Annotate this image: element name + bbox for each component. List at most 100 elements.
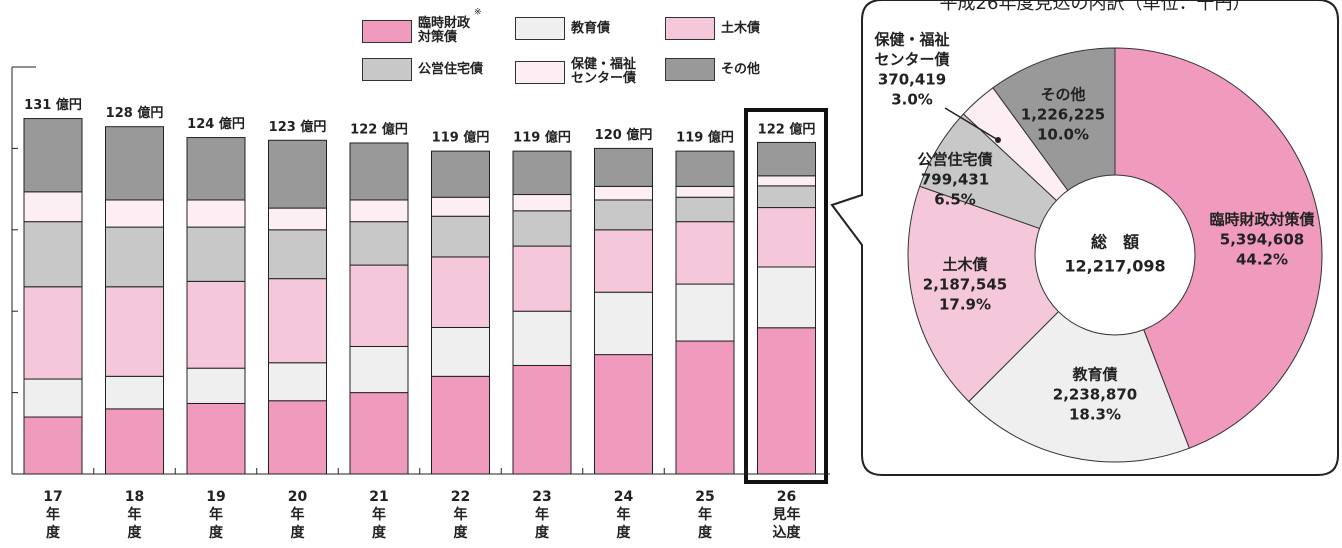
legend-label: その他 <box>721 61 761 77</box>
x-tick-label: 度 <box>535 524 550 541</box>
bar-segment <box>349 392 409 475</box>
bar-segment <box>431 326 490 377</box>
pie-percent: 44.2% <box>1236 251 1288 269</box>
bar-segment <box>757 266 816 329</box>
bar-segment <box>186 199 246 228</box>
x-tick-label: 度 <box>372 524 387 541</box>
bar-segment <box>594 185 653 201</box>
x-tick-label: 度 <box>454 524 469 541</box>
bar-segment <box>349 221 409 266</box>
bar-segment <box>594 229 653 293</box>
legend-item: 土木債 <box>665 17 767 40</box>
legend-item: 教育債 <box>515 17 617 40</box>
x-tick-label: 年 <box>128 506 142 523</box>
pie-label: 保健・福祉 <box>873 31 949 49</box>
pie-percent: 6.5% <box>934 191 976 209</box>
x-tick-label: 23 <box>532 489 551 505</box>
legend-swatch <box>515 17 565 40</box>
bar-segment <box>757 207 816 268</box>
bar-segment <box>349 199 409 223</box>
bar-segment <box>594 199 653 231</box>
bar-segment <box>349 264 409 347</box>
bar-segment <box>186 137 246 201</box>
bar-segment <box>105 375 164 410</box>
legend-label: 臨時財政対策債 <box>418 16 471 45</box>
x-tick-label: 度 <box>698 524 713 541</box>
total-label: 120 億円 <box>595 127 653 143</box>
bar-segment <box>675 150 735 187</box>
pie-label: 臨時財政対策債 <box>1209 211 1314 229</box>
bar-segment <box>594 354 653 475</box>
legend-item: 臨時財政対策債 <box>362 17 473 45</box>
pie-value: 370,419 <box>878 71 946 89</box>
bar-segment <box>268 207 327 231</box>
bar-segment <box>23 118 83 193</box>
bar-segment <box>186 280 246 369</box>
x-tick-label: 年 <box>46 506 60 523</box>
bar-segment <box>757 141 816 177</box>
pie-slice <box>1114 47 1323 449</box>
x-tick-label: 年 <box>291 506 305 523</box>
pie-label: 土木債 <box>942 256 987 274</box>
total-label: 122 億円 <box>758 121 816 137</box>
pie-value: 2,187,545 <box>923 276 1007 294</box>
x-tick-label: 度 <box>617 524 632 541</box>
pie-percent: 17.9% <box>939 296 991 314</box>
bar-segment <box>594 291 653 356</box>
bar-segment <box>268 139 327 209</box>
legend-item: その他 <box>665 58 767 81</box>
leader-dot <box>995 137 1001 143</box>
total-label: 124 億円 <box>187 116 245 132</box>
total-label: 123 億円 <box>269 119 327 135</box>
bar-segment <box>186 226 246 282</box>
highlight-box <box>744 108 828 484</box>
x-tick-label: 年 <box>698 506 712 523</box>
legend-label: 土木債 <box>721 20 761 36</box>
bar-segment <box>512 245 572 312</box>
legend-swatch <box>362 19 412 43</box>
pie-percent: 3.0% <box>891 91 933 109</box>
bar-segment <box>105 126 164 201</box>
bar-segment <box>431 256 490 328</box>
total-label: 119 億円 <box>432 130 490 146</box>
bar-segment <box>675 221 735 285</box>
pie-value: 799,431 <box>921 171 989 189</box>
bar-segment <box>512 364 572 475</box>
bar-segment <box>431 375 490 475</box>
x-tick-label: 度 <box>291 524 306 541</box>
legend-item: 公営住宅債 <box>362 58 490 81</box>
x-tick-label: 度 <box>46 524 61 541</box>
legend-label: 教育債 <box>571 20 611 36</box>
x-tick-label: 年 <box>454 506 468 523</box>
bar-segment <box>757 175 816 187</box>
x-tick-label: 見年 <box>772 506 801 523</box>
pie-label: センター債 <box>874 51 949 69</box>
x-tick-label: 21 <box>369 489 388 505</box>
bar-segment <box>431 215 490 258</box>
pie-value: 5,394,608 <box>1220 231 1304 249</box>
total-label: 131 億円 <box>24 97 82 113</box>
x-tick-label: 17 <box>43 489 62 505</box>
bar-segment <box>268 278 327 364</box>
pie-label: その他 <box>1040 86 1085 104</box>
pie-center <box>1034 174 1196 336</box>
total-label: 128 億円 <box>106 105 164 121</box>
bar-segment <box>23 378 83 418</box>
bar-segment <box>757 185 816 209</box>
bar-segment <box>512 310 572 366</box>
total-label: 119 億円 <box>513 130 571 146</box>
center-label: 総 額 <box>1091 233 1139 252</box>
bar-segment <box>431 150 490 198</box>
x-tick-label: 度 <box>128 524 143 541</box>
x-tick-label: 年 <box>209 506 223 523</box>
bar-segment <box>186 367 246 404</box>
pie-label: 公営住宅債 <box>917 151 992 169</box>
bar-segment <box>512 194 572 212</box>
bar-segment <box>105 408 164 475</box>
bar-segment <box>23 286 83 380</box>
bar-segment <box>105 286 164 377</box>
x-tick-label: 年 <box>372 506 386 523</box>
x-tick-label: 25 <box>695 489 714 505</box>
legend-swatch <box>665 58 715 81</box>
